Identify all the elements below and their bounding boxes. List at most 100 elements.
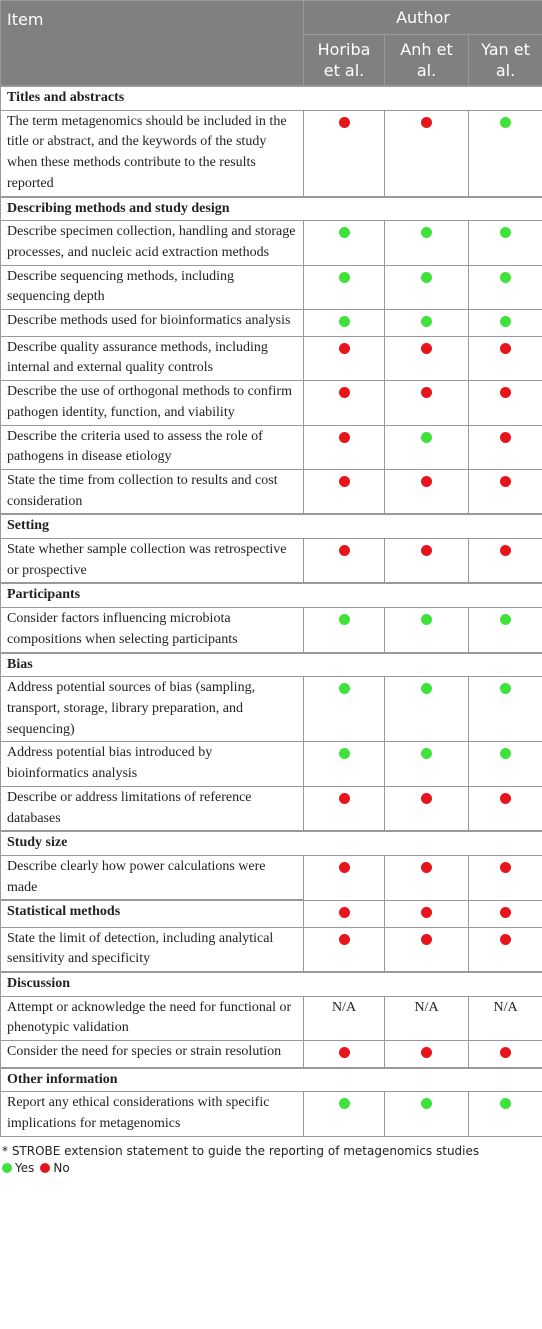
status-dot (421, 933, 432, 945)
section-row: Describing methods and study design (0, 195, 542, 222)
status-dot (421, 748, 432, 760)
status-cell (384, 785, 469, 832)
status-dot (338, 1047, 350, 1059)
status-dot (338, 933, 350, 945)
status-dot (500, 1047, 512, 1059)
author-header: Author (302, 0, 542, 35)
status-cell (303, 424, 385, 470)
status-cell (467, 424, 542, 470)
status-cell (303, 309, 385, 337)
status-cell (303, 220, 385, 266)
status-dot (500, 227, 512, 239)
section-title: Titles and abstracts (0, 84, 542, 111)
status-dot (338, 614, 350, 626)
item-text: Describe the use of orthogonal methods t… (0, 380, 304, 426)
status-cell (384, 741, 469, 787)
section-row: Setting (0, 513, 542, 540)
item-row: Address potential sources of bias (sampl… (0, 676, 542, 743)
status-cell (384, 424, 469, 470)
status-dot (338, 116, 350, 128)
column-header: Yan et al. (467, 34, 542, 87)
legend-dot (2, 1162, 12, 1173)
status-dot (500, 1098, 512, 1110)
section-row: Other information (0, 1066, 542, 1093)
status-dot (338, 316, 350, 328)
item-row: Describe methods used for bioinformatics… (0, 309, 542, 337)
section-row: Study size (0, 830, 542, 856)
status-cell (467, 468, 542, 515)
item-row: Address potential bias introduced by bio… (0, 741, 542, 787)
item-text: Describe clearly how power calculations … (0, 854, 304, 901)
item-text: Address potential bias introduced by bio… (0, 741, 304, 787)
status-dot (338, 227, 350, 239)
status-cell (303, 468, 385, 515)
status-cell (467, 1091, 542, 1137)
status-dot (500, 614, 512, 626)
item-row: State the time from collection to result… (0, 468, 542, 515)
status-cell (467, 309, 542, 337)
section-title: Participants (0, 582, 542, 609)
item-row: Consider factors influencing microbiota … (0, 607, 542, 654)
item-text: Attempt or acknowledge the need for func… (0, 995, 304, 1042)
status-cell (303, 1091, 385, 1137)
status-cell (384, 607, 469, 654)
status-cell: N/A (384, 995, 469, 1042)
status-cell (467, 926, 542, 973)
section-title: Other information (0, 1066, 542, 1093)
status-cell (303, 264, 385, 311)
item-row: Describe quality assurance methods, incl… (0, 335, 542, 382)
status-dot (338, 748, 350, 760)
status-dot (421, 906, 432, 918)
item-text: Describe the criteria used to assess the… (0, 424, 304, 470)
status-dot (421, 545, 432, 557)
status-dot (421, 431, 432, 443)
item-row: Describe the use of orthogonal methods t… (0, 380, 542, 426)
status-dot (500, 748, 512, 760)
legend-label: Yes (15, 1160, 35, 1175)
status-cell (384, 538, 469, 584)
status-cell (467, 785, 542, 832)
item-text: Describe specimen collection, handling a… (0, 220, 304, 266)
status-dot (421, 861, 432, 873)
status-cell (384, 109, 469, 198)
status-dot (421, 342, 432, 354)
status-cell (467, 854, 542, 901)
section-row: Discussion (0, 970, 542, 997)
status-cell (467, 899, 542, 928)
status-dot (338, 545, 350, 557)
status-cell (467, 380, 542, 426)
status-dot (338, 475, 350, 487)
status-dot (338, 1098, 350, 1110)
status-cell (467, 1040, 542, 1069)
item-text: Describe sequencing methods, including s… (0, 264, 304, 311)
status-cell (303, 109, 385, 198)
item-row: Describe clearly how power calculations … (0, 854, 542, 901)
section-row: Participants (0, 582, 542, 609)
item-row: Describe specimen collection, handling a… (0, 220, 542, 266)
item-row: Describe the criteria used to assess the… (0, 424, 542, 470)
status-cell (384, 676, 469, 743)
item-row: Describe or address limitations of refer… (0, 785, 542, 832)
item-text: Report any ethical considerations with s… (0, 1091, 304, 1137)
status-cell (303, 926, 385, 973)
status-dot (500, 431, 512, 443)
status-dot (421, 614, 432, 626)
status-cell (467, 335, 542, 382)
legend: Yes No (2, 1160, 542, 1177)
status-cell: N/A (467, 995, 542, 1042)
item-text: Address potential sources of bias (sampl… (0, 676, 304, 743)
status-dot (338, 792, 350, 804)
status-dot (500, 683, 512, 695)
status-dot (500, 861, 512, 873)
status-cell (384, 854, 469, 901)
status-dot (500, 545, 512, 557)
section-row: Bias (0, 651, 542, 678)
status-cell (384, 380, 469, 426)
status-dot (421, 271, 432, 283)
status-dot (500, 792, 512, 804)
status-cell (384, 1091, 469, 1137)
status-dot (421, 316, 432, 328)
section-row: Statistical methods (0, 899, 542, 928)
status-cell (467, 109, 542, 198)
status-cell (467, 220, 542, 266)
